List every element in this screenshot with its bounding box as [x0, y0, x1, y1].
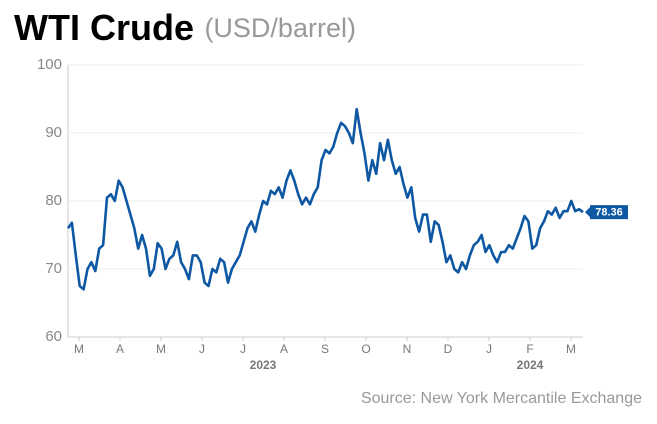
chart-heading: WTI Crude (USD/barrel) — [14, 7, 356, 48]
x-tick-label: S — [321, 342, 329, 356]
x-tick-label: J — [486, 342, 492, 356]
x-tick-label: N — [403, 342, 412, 356]
x-tick-label: M — [566, 342, 576, 356]
y-tick-label: 90 — [45, 124, 62, 141]
source: Source: New York Mercantile Exchange — [361, 390, 642, 407]
end-label-box — [590, 205, 628, 220]
price-line — [66, 107, 584, 291]
x-tick-label: M — [156, 342, 166, 356]
y-tick-label: 70 — [45, 260, 62, 277]
y-tick-label: 60 — [45, 328, 62, 345]
year-label: 2024 — [517, 358, 544, 372]
end-label: 78.36 — [595, 207, 623, 219]
x-tick-label: A — [280, 342, 288, 356]
x-tick-label: J — [240, 342, 246, 356]
x-tick-label: D — [444, 342, 453, 356]
y-tick-label: 100 — [37, 56, 62, 73]
x-tick-label: O — [361, 342, 370, 356]
end-label-arrow — [585, 206, 591, 219]
x-tick-label: J — [199, 342, 205, 356]
chart-subtitle: (USD/barrel) — [204, 13, 356, 43]
year-label: 2023 — [250, 358, 277, 372]
x-tick-label: A — [116, 342, 124, 356]
y-tick-label: 80 — [45, 192, 62, 209]
x-tick-label: M — [74, 342, 84, 356]
chart-title: WTI Crude — [14, 7, 194, 48]
x-tick-label: F — [526, 342, 533, 356]
